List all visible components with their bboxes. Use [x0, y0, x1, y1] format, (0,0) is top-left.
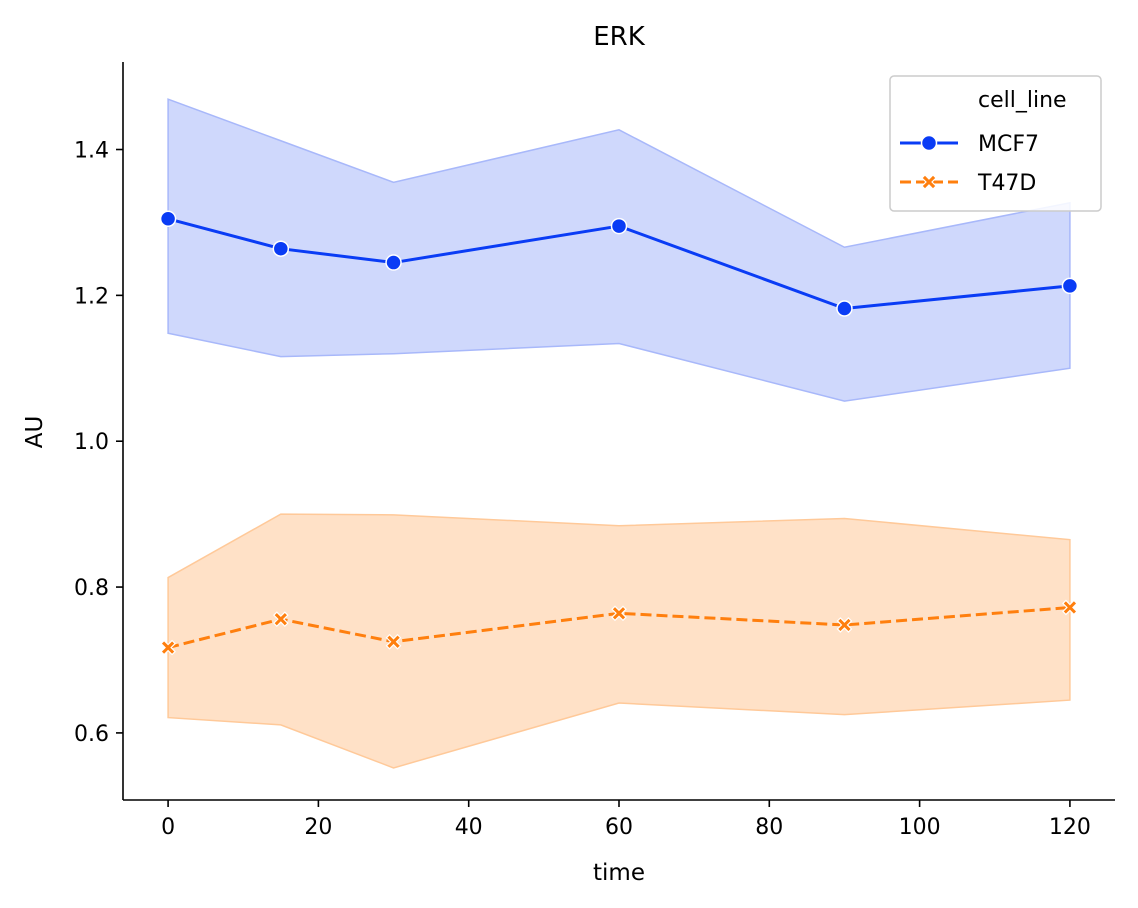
legend-marker-mcf7 — [920, 134, 938, 152]
data-point-t47d — [1062, 599, 1078, 616]
data-point-t47d — [836, 617, 853, 633]
legend-title: cell_line — [978, 88, 1067, 113]
data-point-mcf7 — [836, 300, 853, 317]
x-tick-label: 80 — [755, 815, 783, 840]
x-tick-label: 120 — [1049, 815, 1091, 840]
y-tick-label: 1.2 — [74, 284, 109, 309]
y-axis-label: AU — [22, 416, 48, 449]
data-point-mcf7 — [159, 210, 177, 228]
x-tick-label: 60 — [605, 815, 633, 840]
chart-title: ERK — [593, 22, 645, 52]
confidence-band-mcf7 — [167, 98, 1071, 402]
y-tick-label: 1.4 — [74, 139, 109, 164]
x-tick-label: 0 — [161, 815, 175, 840]
x-tick-label: 20 — [304, 815, 332, 840]
x-axis-label: time — [593, 860, 645, 886]
data-point-t47d — [385, 633, 402, 650]
x-tick-label: 100 — [899, 815, 941, 840]
data-point-mcf7 — [272, 240, 290, 257]
legend: cell_line MCF7 T47D — [889, 75, 1102, 212]
series-line-t47d — [167, 605, 1071, 650]
legend-label-t47d: T47D — [977, 171, 1036, 196]
legend-label-mcf7: MCF7 — [978, 132, 1039, 157]
series-lines — [167, 217, 1071, 650]
y-tick-label: 0.6 — [74, 722, 109, 747]
legend-marker-t47d — [921, 174, 937, 190]
y-tick-label: 1.0 — [74, 430, 109, 455]
series-line-mcf7 — [167, 217, 1071, 310]
data-point-t47d — [160, 639, 176, 656]
x-tick-label: 40 — [455, 815, 483, 840]
data-point-mcf7 — [385, 254, 402, 271]
data-point-t47d — [272, 611, 289, 627]
data-point-mcf7 — [610, 217, 628, 235]
data-point-mcf7 — [1061, 277, 1079, 295]
confidence-band-t47d — [167, 513, 1071, 769]
data-point-t47d — [611, 605, 627, 622]
axes: 0 20 40 60 80 100 120 0.6 0.8 1.0 1.2 1.4 — [74, 62, 1115, 840]
legend-frame — [889, 75, 1102, 212]
confidence-bands — [167, 98, 1071, 769]
series-markers — [159, 210, 1079, 656]
y-tick-label: 0.8 — [74, 576, 109, 601]
